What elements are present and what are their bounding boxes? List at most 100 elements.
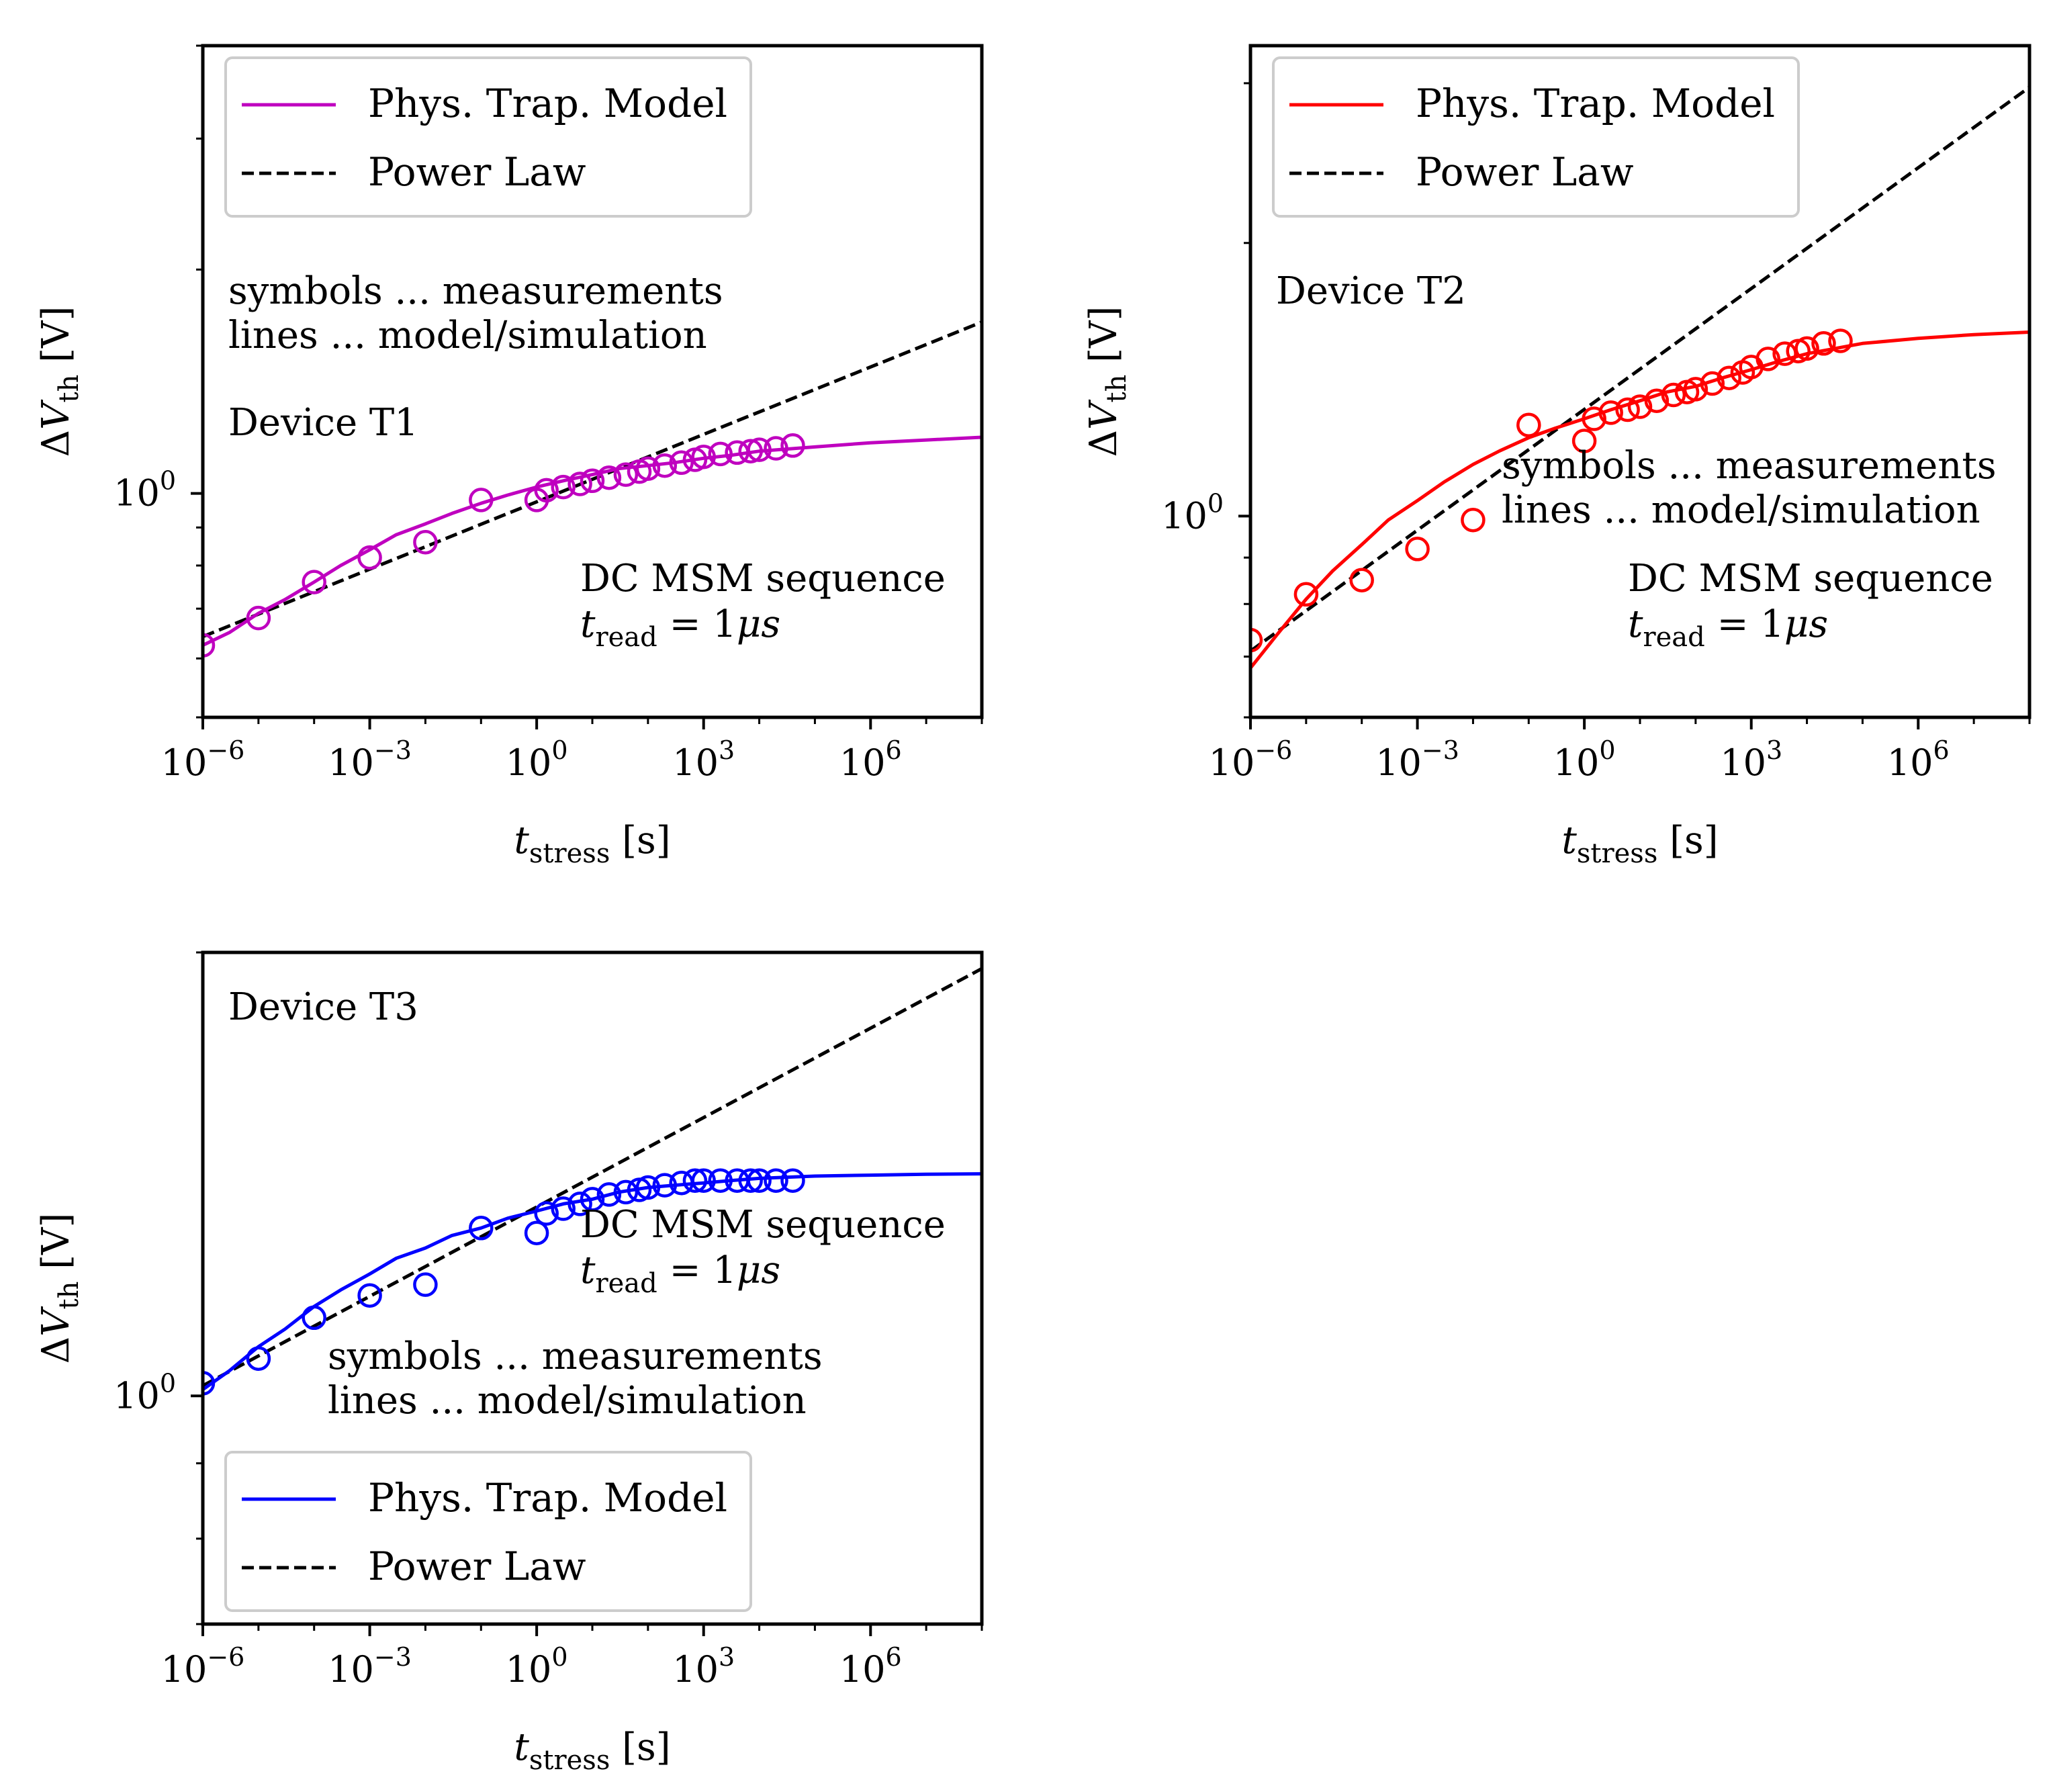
legend-power-label: Power Law <box>1416 149 1633 195</box>
measurement-point <box>1349 568 1374 592</box>
measurement-point <box>764 436 788 461</box>
x-axis-label: tstress [s] <box>1561 819 1718 869</box>
power-law-line <box>203 320 982 639</box>
measurement-point <box>747 1168 772 1193</box>
measurement-point <box>691 1168 716 1193</box>
measurement-point <box>246 605 271 631</box>
legend: Phys. Trap. Model Power Law <box>224 1451 752 1612</box>
chart-panel-2: 10−6 10−3 100 103 106 100 tstress [s] ΔVth [V] P… <box>1082 44 2032 869</box>
measurement-point <box>1598 400 1623 425</box>
measurement-point <box>669 450 694 476</box>
measurement-point <box>1811 331 1836 356</box>
measurement-point <box>567 1192 592 1216</box>
device-label: Device T3 <box>228 985 418 1029</box>
x-tick-label: 100 <box>506 1642 568 1691</box>
x-axis-label: tstress [s] <box>514 819 670 869</box>
y-axis-label: ΔVth [V] <box>1082 306 1132 457</box>
measurement-point <box>1717 365 1741 390</box>
x-tick-label: 10−3 <box>1375 735 1459 784</box>
measurement-point <box>551 1196 576 1221</box>
measurement-point <box>780 433 805 458</box>
plot-area <box>203 320 982 658</box>
measurement-point <box>357 1283 382 1308</box>
measurement-point <box>357 545 382 570</box>
measurement-point <box>1615 397 1640 422</box>
measurement-point <box>534 1201 559 1226</box>
legend: Phys. Trap. Model Power Law <box>1272 56 1800 218</box>
legend-power-label: Power Law <box>368 1543 586 1589</box>
x-tick-label: 10−6 <box>1209 735 1293 784</box>
device-label: Device T2 <box>1276 269 1466 313</box>
measurement-point <box>1582 406 1606 431</box>
measurement-point <box>203 633 216 658</box>
x-tick-label: 10−3 <box>328 735 412 784</box>
measurement-point <box>596 465 622 490</box>
sequence-label: DC MSM sequence <box>1628 557 1993 600</box>
legend-box <box>224 1451 752 1612</box>
tread-label: tread = 1μs <box>580 602 780 653</box>
measurement-point <box>469 488 494 512</box>
measurement-point <box>780 1168 805 1193</box>
measurement-point <box>302 1305 326 1331</box>
legend-model-label: Phys. Trap. Model <box>368 1475 727 1521</box>
measurement-point <box>652 453 678 478</box>
measurement-point <box>1405 537 1430 562</box>
y-tick-label: 100 <box>113 466 176 514</box>
sequence-label: DC MSM sequence <box>580 557 946 600</box>
measurement-point <box>1661 382 1686 408</box>
measurement-point <box>708 1168 733 1193</box>
x-tick-label: 103 <box>672 735 735 784</box>
plot-area <box>1250 85 2029 670</box>
device-label: Device T1 <box>228 401 418 445</box>
measurement-point <box>246 1346 271 1371</box>
x-tick-label: 103 <box>1720 735 1782 784</box>
measurement-point <box>613 462 639 487</box>
x-tick-label: 10−3 <box>328 1642 412 1691</box>
measurement-point <box>1461 507 1486 533</box>
chart-panel-1: 10−6 10−3 100 103 106 100 tstress [s] ΔVth [V] P… <box>34 44 984 869</box>
legend-model-label: Phys. Trap. Model <box>1416 81 1775 126</box>
y-tick-label: 100 <box>113 1368 176 1417</box>
note-symbols: symbols ... measurements <box>328 1335 823 1378</box>
note-symbols: symbols ... measurements <box>1502 444 1997 488</box>
measurement-point <box>1293 582 1319 607</box>
x-tick-label: 106 <box>1887 735 1950 784</box>
legend-power-label: Power Law <box>368 149 586 195</box>
measurement-point <box>413 1272 438 1297</box>
measurement-point <box>469 1216 494 1241</box>
note-symbols: symbols ... measurements <box>228 269 723 313</box>
measurement-point <box>580 468 605 494</box>
measurement-point <box>691 444 716 469</box>
measurement-point <box>682 1168 708 1193</box>
measurement-point <box>1644 388 1670 413</box>
plot-area <box>203 967 982 1396</box>
measurement-point <box>764 1168 788 1193</box>
measurement-point <box>652 1173 678 1198</box>
measurement-point <box>1516 412 1541 438</box>
x-tick-label: 106 <box>839 735 902 784</box>
measurement-point <box>635 1175 661 1200</box>
note-lines: lines ... model/simulation <box>328 1379 807 1423</box>
y-tick-label: 100 <box>1161 488 1224 537</box>
power-law-line <box>203 967 982 1388</box>
measurement-point <box>302 570 326 594</box>
measurement-point <box>738 1168 763 1193</box>
measurement-point <box>1627 394 1653 419</box>
legend: Phys. Trap. Model Power Law <box>224 56 752 218</box>
measurement-point <box>580 1187 605 1212</box>
legend-box <box>224 56 752 218</box>
tread-label: tread = 1μs <box>1628 602 1828 653</box>
measurement-point <box>1794 336 1819 361</box>
chart-panel-3: 10−6 10−3 100 103 106 100 tstress [s] ΔVth [V] P… <box>34 950 984 1776</box>
measurement-point <box>708 441 733 467</box>
measurement-point <box>567 472 592 496</box>
measurement-point <box>524 1220 549 1245</box>
x-tick-label: 103 <box>672 1642 735 1691</box>
note-lines: lines ... model/simulation <box>228 314 707 357</box>
measurement-point <box>1250 627 1263 653</box>
x-tick-label: 10−6 <box>161 735 245 784</box>
x-axis-label: tstress [s] <box>514 1726 670 1776</box>
measurement-point <box>613 1179 639 1205</box>
measurement-point <box>1755 347 1780 371</box>
